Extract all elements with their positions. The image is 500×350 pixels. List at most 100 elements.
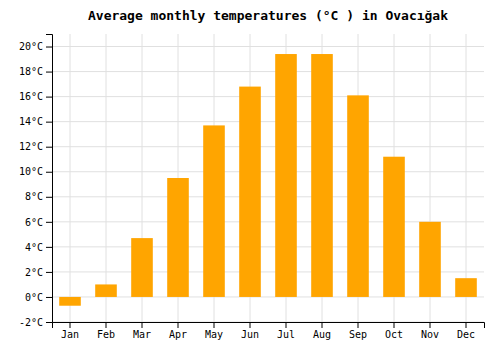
- y-tick: 10°C: [19, 166, 52, 177]
- bars: [59, 54, 477, 306]
- bar: [347, 95, 369, 297]
- y-tick-mark: [46, 197, 52, 198]
- x-tick-mark: [70, 322, 71, 328]
- x-tick-mark: [286, 322, 287, 328]
- title: Average monthly temperatures (°C ) in Ov…: [88, 8, 448, 23]
- x-tick-mark: [214, 322, 215, 328]
- x-tick-label: Apr: [169, 329, 187, 340]
- x-tick-mark: [178, 322, 179, 328]
- y-tick-mark: [46, 97, 52, 98]
- bar: [419, 222, 441, 297]
- y-tick-label: 18°C: [19, 66, 43, 77]
- y-tick: 2°C: [25, 267, 52, 278]
- y-tick: 12°C: [19, 141, 52, 152]
- y-tick-label: 12°C: [19, 141, 43, 152]
- y-tick-mark: [46, 222, 52, 223]
- x-tick-mark: [106, 322, 107, 328]
- x-tick-label: May: [205, 329, 223, 340]
- x-tick-label: Feb: [97, 329, 115, 340]
- x-tick: Jan: [61, 322, 79, 340]
- y-tick-label: 20°C: [19, 41, 43, 52]
- bar: [131, 238, 153, 297]
- x-tick-label: Jan: [61, 329, 79, 340]
- x-tick-label: Sep: [349, 329, 367, 340]
- y-grid-line: [52, 71, 484, 72]
- y-tick-mark: [46, 47, 52, 48]
- grid: [52, 34, 484, 322]
- y-tick-mark: [46, 147, 52, 148]
- y-tick-mark: [46, 122, 52, 123]
- y-tick: 16°C: [19, 91, 52, 102]
- y-grid-line: [52, 146, 484, 147]
- y-tick: 8°C: [25, 191, 52, 202]
- x-tick-label: Oct: [385, 329, 403, 340]
- y-tick-label: 14°C: [19, 116, 43, 127]
- bar: [383, 157, 405, 297]
- y-tick-label: 4°C: [25, 242, 43, 253]
- x-tick: Oct: [385, 322, 403, 340]
- x-tick-mark: [142, 322, 143, 328]
- x-tick-mark: [466, 322, 467, 328]
- y-tick: 20°C: [19, 41, 52, 52]
- x-tick-mark: [430, 322, 431, 328]
- bar: [95, 284, 117, 297]
- y-tick: 14°C: [19, 116, 52, 127]
- y-grid-line: [52, 96, 484, 97]
- y-tick-mark: [46, 72, 52, 73]
- y-tick-label: 6°C: [25, 217, 43, 228]
- y-tick: 18°C: [19, 66, 52, 77]
- x-tick-mark: [358, 322, 359, 328]
- chart: -2°C 0°C 2°C 4°C 6°C 8°C 10°C 12°C 14°C 16°C 18°C 2…: [0, 0, 500, 350]
- x-tick: Jun: [241, 322, 259, 340]
- y-tick-label: 0°C: [25, 292, 43, 303]
- y-tick-label: 8°C: [25, 191, 43, 202]
- bar: [167, 178, 189, 297]
- x-tick: Feb: [97, 322, 115, 340]
- x-tick-label: Jun: [241, 329, 259, 340]
- y-axis: -2°C 0°C 2°C 4°C 6°C 8°C 10°C 12°C 14°C 16°C 18°C 2…: [19, 35, 53, 328]
- x-tick: May: [205, 322, 223, 340]
- bar: [311, 54, 333, 297]
- y-tick: -2°C: [19, 317, 52, 328]
- y-tick-label: 10°C: [19, 166, 43, 177]
- plot: -2°C 0°C 2°C 4°C 6°C 8°C 10°C 12°C 14°C 16°C 18°C 2…: [19, 34, 485, 340]
- x-tick-label: Nov: [421, 329, 439, 340]
- x-tick-label: Dec: [457, 329, 475, 340]
- y-tick-label: 2°C: [25, 267, 43, 278]
- x-grid-line: [70, 34, 71, 322]
- y-grid-line: [52, 196, 484, 197]
- x-tick-mark: [322, 322, 323, 328]
- y-tick-mark: [46, 297, 52, 298]
- y-grid-line: [52, 46, 484, 47]
- y-tick-label: -2°C: [19, 317, 43, 328]
- bar: [59, 297, 81, 306]
- y-tick-mark: [46, 272, 52, 273]
- x-tick-label: Jul: [277, 329, 295, 340]
- x-tick: Mar: [133, 322, 151, 340]
- y-tick-mark: [46, 247, 52, 248]
- axis-line: [46, 35, 53, 323]
- x-axis: Jan Feb Mar Apr May Jun Jul Aug Sep Oct Nov Dec: [53, 322, 485, 340]
- x-tick: Apr: [169, 322, 187, 340]
- y-tick: 6°C: [25, 217, 52, 228]
- x-grid-line: [106, 34, 107, 322]
- x-tick-mark: [394, 322, 395, 328]
- y-tick-mark: [46, 172, 52, 173]
- y-tick-label: 16°C: [19, 91, 43, 102]
- y-tick: 4°C: [25, 242, 52, 253]
- y-tick-mark: [46, 322, 52, 323]
- x-tick: Nov: [421, 322, 439, 340]
- y-grid-line: [52, 171, 484, 172]
- x-tick-label: Aug: [313, 329, 331, 340]
- y-tick: 0°C: [25, 292, 52, 303]
- x-tick: Dec: [457, 322, 475, 340]
- x-tick-label: Mar: [133, 329, 151, 340]
- bar: [203, 125, 225, 297]
- x-tick: Jul: [277, 322, 295, 340]
- bar: [275, 54, 297, 297]
- x-tick: Sep: [349, 322, 367, 340]
- x-tick: Aug: [313, 322, 331, 340]
- bar: [455, 278, 477, 297]
- y-grid-line: [52, 121, 484, 122]
- bar: [239, 87, 261, 297]
